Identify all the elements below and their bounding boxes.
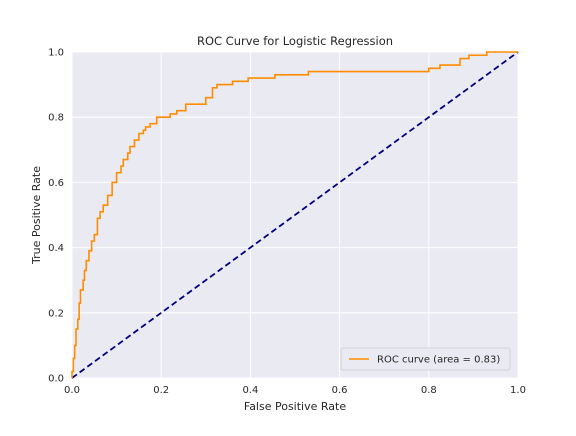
y-tick-label: 0.6 xyxy=(48,178,64,189)
x-tick-label: 0.0 xyxy=(64,385,80,396)
legend: ROC curve (area = 0.83) xyxy=(340,347,511,371)
tick-labels: 0.0 0.2 0.4 0.6 0.8 1.0 0.0 0.2 0.4 0.6 0.8 1.0 xyxy=(48,48,526,397)
series-layer xyxy=(71,51,519,379)
grid-lines xyxy=(71,51,519,379)
x-tick-label: 0.8 xyxy=(421,385,437,396)
x-tick-label: 1.0 xyxy=(510,385,526,396)
legend-label: ROC curve (area = 0.83) xyxy=(377,355,500,366)
y-tick-label: 0.8 xyxy=(48,113,64,124)
y-tick-label: 0.2 xyxy=(48,308,64,319)
chart-title: ROC Curve for Logistic Regression xyxy=(197,34,393,48)
x-tick-label: 0.2 xyxy=(153,385,169,396)
roc-curve-line xyxy=(71,51,518,378)
x-tick-label: 0.4 xyxy=(242,385,258,396)
chance-diagonal-line xyxy=(71,51,519,379)
y-tick-label: 0.4 xyxy=(48,243,64,254)
x-tick-label: 0.6 xyxy=(332,385,348,396)
y-tick-label: 0.0 xyxy=(48,374,64,385)
y-axis-label: True Positive Rate xyxy=(30,166,43,265)
legend-box xyxy=(340,347,511,371)
y-tick-label: 1.0 xyxy=(48,48,64,59)
x-axis-label: False Positive Rate xyxy=(244,400,346,413)
